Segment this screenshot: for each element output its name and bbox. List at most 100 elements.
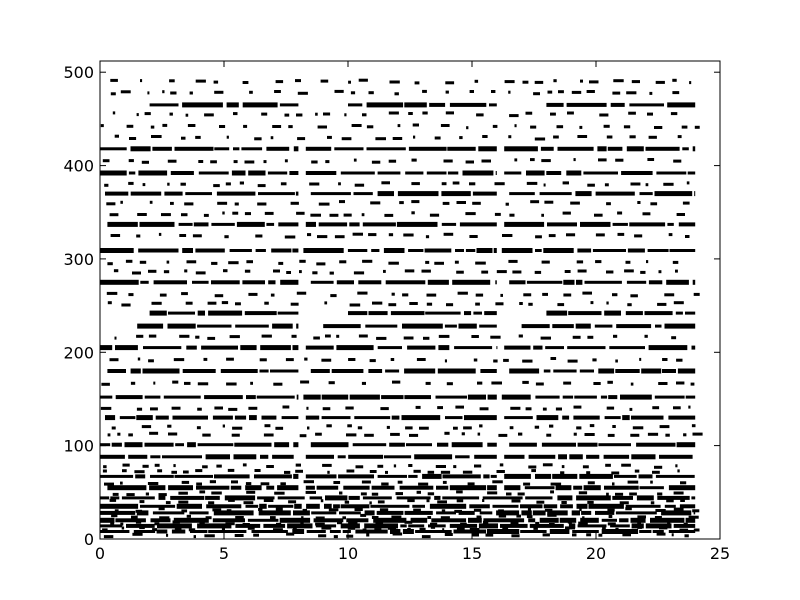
data-bar-segment <box>484 311 497 316</box>
data-dash <box>189 91 193 95</box>
data-dash <box>392 532 403 536</box>
data-bar-segment <box>190 530 208 533</box>
data-bar-segment <box>422 473 442 479</box>
data-bar-segment <box>107 221 138 227</box>
data-dash <box>580 79 583 83</box>
data-dash <box>325 160 330 164</box>
data-dash <box>297 137 306 141</box>
data-dash <box>578 491 588 495</box>
data-bar-segment <box>396 221 438 227</box>
data-dash <box>188 528 196 532</box>
data-dash <box>139 526 145 530</box>
data-dash <box>196 426 201 430</box>
data-bar-segment <box>323 324 361 329</box>
data-dash <box>195 79 206 83</box>
data-dash <box>469 235 478 238</box>
data-dash <box>375 522 384 526</box>
data-dash <box>615 492 624 496</box>
data-dash <box>307 426 310 430</box>
data-dash <box>487 491 498 495</box>
data-dash <box>622 533 631 537</box>
data-bar-segment <box>397 191 439 197</box>
data-dash <box>207 336 216 340</box>
data-dash <box>185 301 193 305</box>
data-dash <box>150 125 155 129</box>
data-bar-segment <box>487 485 497 491</box>
data-bar-segment <box>293 510 310 516</box>
data-bar-segment <box>608 395 618 400</box>
data-dash <box>473 508 482 512</box>
data-dash <box>561 501 567 504</box>
data-bar-segment <box>496 510 520 516</box>
data-bar-segment <box>444 324 457 328</box>
data-bar-segment <box>588 503 624 509</box>
data-dash <box>492 480 503 484</box>
data-dash <box>427 516 432 519</box>
data-dash <box>159 516 170 520</box>
data-dash <box>348 80 351 84</box>
data-dash <box>203 357 208 361</box>
data-bar-segment <box>292 248 299 253</box>
data-bar-segment <box>310 192 351 196</box>
data-bar-segment <box>504 146 538 152</box>
data-bar-segment <box>293 473 299 479</box>
data-bar-segment <box>347 249 368 252</box>
data-dash <box>627 480 639 484</box>
data-bar-segment <box>402 529 414 534</box>
data-bar-segment <box>376 510 404 515</box>
data-dash <box>530 125 537 129</box>
data-dash <box>617 211 623 215</box>
data-bar-segment <box>458 510 475 515</box>
data-bar-segment <box>558 454 567 460</box>
data-bar-segment <box>316 485 339 490</box>
data-bar-segment <box>100 530 130 533</box>
data-dash <box>512 270 522 274</box>
data-dash <box>413 135 416 139</box>
data-dash <box>180 182 186 186</box>
data-bar-segment <box>607 146 623 151</box>
data-dash <box>312 271 318 275</box>
data-dash <box>476 113 484 117</box>
data-bar-segment <box>600 395 608 399</box>
data-bar-segment <box>348 454 383 459</box>
data-bar-segment <box>306 503 320 509</box>
data-dash <box>153 381 156 385</box>
data-dash <box>211 261 218 265</box>
data-bar-segment <box>521 324 550 329</box>
data-dash <box>327 135 332 139</box>
data-bar-segment <box>438 345 450 351</box>
data-dash <box>676 381 685 385</box>
data-dash <box>275 426 284 430</box>
data-bar-segment <box>198 171 229 175</box>
data-dash <box>504 80 515 84</box>
data-dash <box>371 492 379 496</box>
data-dash <box>174 527 182 531</box>
data-dash <box>681 125 688 129</box>
data-dash <box>102 469 107 473</box>
data-bar-segment <box>526 170 545 176</box>
data-dash <box>495 302 504 306</box>
data-dash <box>326 424 332 428</box>
data-dash <box>677 135 682 139</box>
data-dash <box>440 124 450 127</box>
data-dash <box>587 335 594 339</box>
data-dash <box>425 235 430 239</box>
data-dash <box>111 514 118 518</box>
data-dash <box>427 492 435 496</box>
data-bar-segment <box>679 504 696 509</box>
data-dash <box>242 81 249 84</box>
data-bar-segment <box>467 394 486 400</box>
data-dash <box>157 469 163 473</box>
data-dash <box>199 521 205 524</box>
data-dash <box>315 522 325 526</box>
data-bar-segment <box>535 395 560 399</box>
x-tick-label: 20 <box>586 544 606 563</box>
data-bar-segment <box>325 495 348 501</box>
data-dash <box>384 213 394 217</box>
data-bar-segment <box>366 102 404 108</box>
data-bar-segment <box>115 345 138 351</box>
data-dash <box>435 465 446 468</box>
data-dash <box>655 509 666 512</box>
data-bar-segment <box>455 249 464 252</box>
data-bar-segment <box>584 280 622 284</box>
